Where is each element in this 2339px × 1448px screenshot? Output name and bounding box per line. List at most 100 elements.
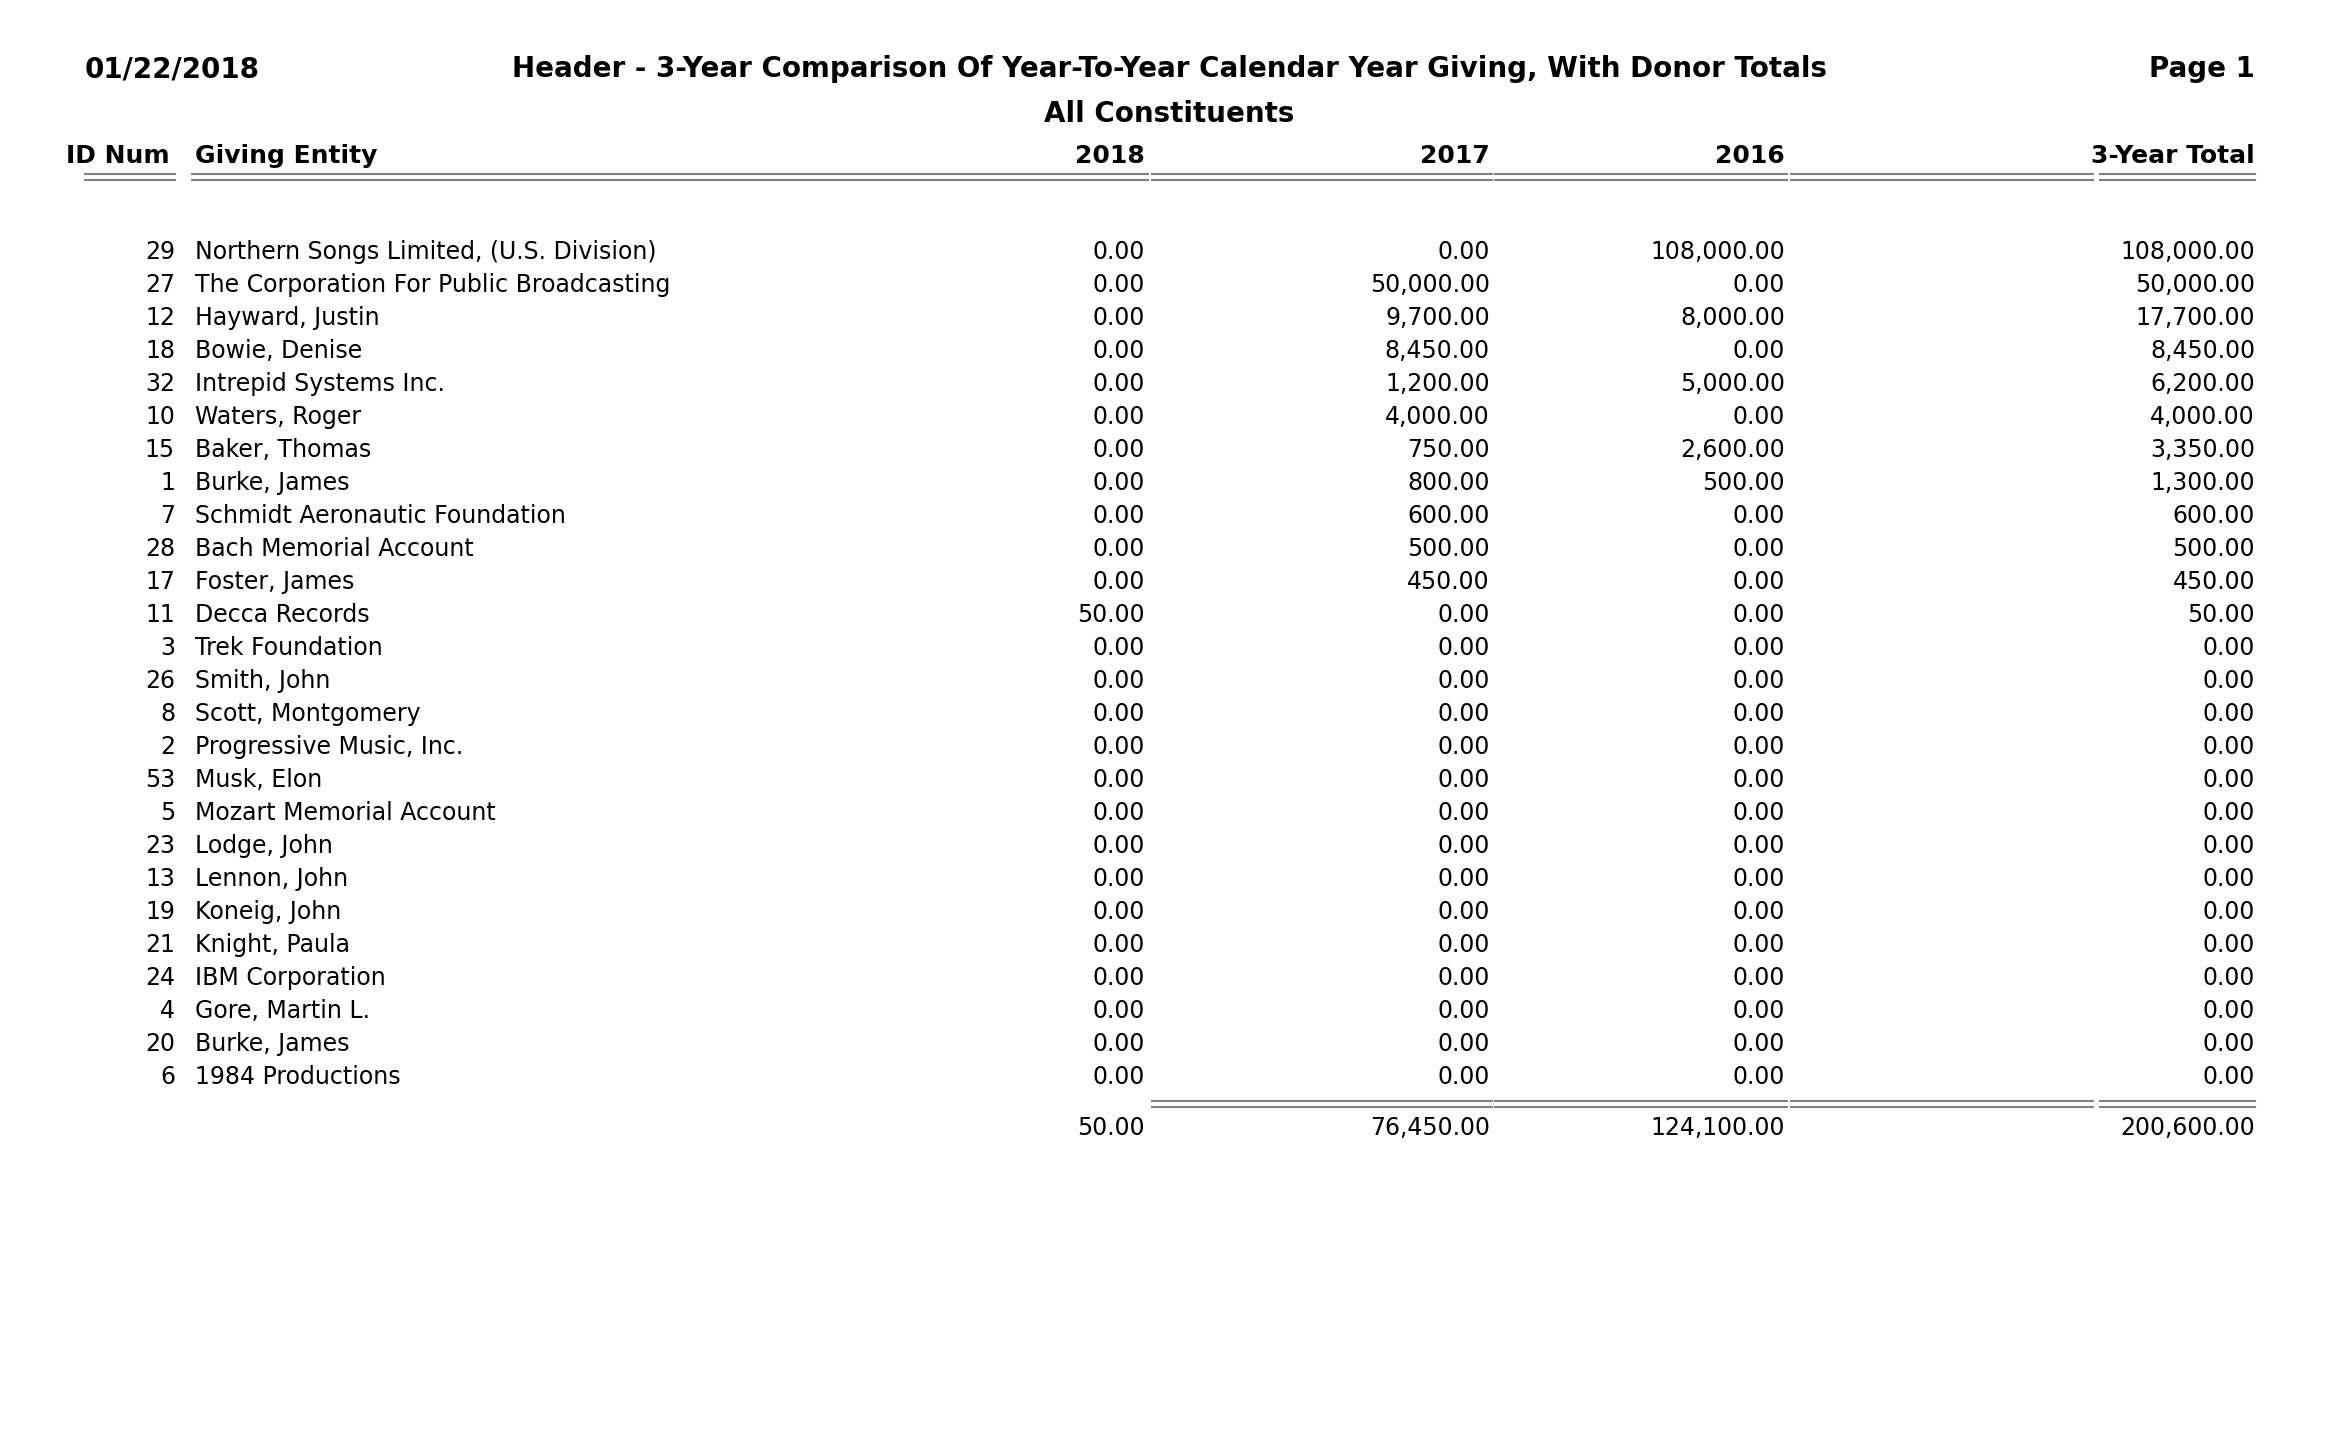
Text: 0.00: 0.00 (1092, 306, 1146, 330)
Text: 11: 11 (145, 602, 175, 627)
Text: 0.00: 0.00 (1092, 571, 1146, 594)
Text: 0.00: 0.00 (1092, 901, 1146, 924)
Text: 0.00: 0.00 (1733, 736, 1785, 759)
Text: Decca Records: Decca Records (194, 602, 370, 627)
Text: 0.00: 0.00 (1733, 636, 1785, 660)
Text: Bowie, Denise: Bowie, Denise (194, 339, 363, 363)
Text: 0.00: 0.00 (1733, 767, 1785, 792)
Text: 0.00: 0.00 (1092, 999, 1146, 1022)
Text: 0.00: 0.00 (2203, 1064, 2255, 1089)
Text: 0.00: 0.00 (2203, 669, 2255, 694)
Text: 0.00: 0.00 (2203, 999, 2255, 1022)
Text: 0.00: 0.00 (1733, 966, 1785, 990)
Text: 8,000.00: 8,000.00 (1679, 306, 1785, 330)
Text: 0.00: 0.00 (1438, 736, 1490, 759)
Text: Giving Entity: Giving Entity (194, 143, 377, 168)
Text: Knight, Paula: Knight, Paula (194, 933, 351, 957)
Text: 28: 28 (145, 537, 175, 560)
Text: 0.00: 0.00 (1438, 999, 1490, 1022)
Text: 0.00: 0.00 (2203, 867, 2255, 891)
Text: 5: 5 (159, 801, 175, 825)
Text: 15: 15 (145, 437, 175, 462)
Text: 5,000.00: 5,000.00 (1679, 372, 1785, 395)
Text: 01/22/2018: 01/22/2018 (84, 55, 260, 83)
Text: 8: 8 (159, 702, 175, 725)
Text: The Corporation For Public Broadcasting: The Corporation For Public Broadcasting (194, 274, 671, 297)
Text: 108,000.00: 108,000.00 (1651, 240, 1785, 264)
Text: 450.00: 450.00 (1408, 571, 1490, 594)
Text: 12: 12 (145, 306, 175, 330)
Text: 0.00: 0.00 (1092, 801, 1146, 825)
Text: Waters, Roger: Waters, Roger (194, 405, 360, 429)
Text: 1: 1 (159, 471, 175, 495)
Text: 0.00: 0.00 (1438, 702, 1490, 725)
Text: 29: 29 (145, 240, 175, 264)
Text: 500.00: 500.00 (1408, 537, 1490, 560)
Text: 0.00: 0.00 (2203, 702, 2255, 725)
Text: 0.00: 0.00 (2203, 1032, 2255, 1056)
Text: Scott, Montgomery: Scott, Montgomery (194, 702, 421, 725)
Text: 0.00: 0.00 (1733, 834, 1785, 859)
Text: 4,000.00: 4,000.00 (1385, 405, 1490, 429)
Text: 50.00: 50.00 (2187, 602, 2255, 627)
Text: 0.00: 0.00 (1092, 471, 1146, 495)
Text: Progressive Music, Inc.: Progressive Music, Inc. (194, 736, 463, 759)
Text: 53: 53 (145, 767, 175, 792)
Text: Koneig, John: Koneig, John (194, 901, 341, 924)
Text: 3: 3 (159, 636, 175, 660)
Text: Northern Songs Limited, (U.S. Division): Northern Songs Limited, (U.S. Division) (194, 240, 657, 264)
Text: 0.00: 0.00 (1092, 372, 1146, 395)
Text: 0.00: 0.00 (1438, 867, 1490, 891)
Text: All Constituents: All Constituents (1043, 100, 1293, 127)
Text: 0.00: 0.00 (1438, 636, 1490, 660)
Text: 0.00: 0.00 (1733, 867, 1785, 891)
Text: 17,700.00: 17,700.00 (2136, 306, 2255, 330)
Text: 23: 23 (145, 834, 175, 859)
Text: 20: 20 (145, 1032, 175, 1056)
Text: 0.00: 0.00 (2203, 636, 2255, 660)
Text: 0.00: 0.00 (1733, 602, 1785, 627)
Text: 24: 24 (145, 966, 175, 990)
Text: 0.00: 0.00 (1733, 933, 1785, 957)
Text: Intrepid Systems Inc.: Intrepid Systems Inc. (194, 372, 444, 395)
Text: 13: 13 (145, 867, 175, 891)
Text: ID Num: ID Num (65, 143, 171, 168)
Text: 1,200.00: 1,200.00 (1385, 372, 1490, 395)
Text: 27: 27 (145, 274, 175, 297)
Text: 0.00: 0.00 (1733, 999, 1785, 1022)
Text: 0.00: 0.00 (1092, 1064, 1146, 1089)
Text: 0.00: 0.00 (2203, 966, 2255, 990)
Text: 0.00: 0.00 (1733, 405, 1785, 429)
Text: 0.00: 0.00 (1733, 1032, 1785, 1056)
Text: 750.00: 750.00 (1408, 437, 1490, 462)
Text: 1,300.00: 1,300.00 (2150, 471, 2255, 495)
Text: 0.00: 0.00 (1733, 1064, 1785, 1089)
Text: 0.00: 0.00 (1092, 274, 1146, 297)
Text: Page 1: Page 1 (2150, 55, 2255, 83)
Text: 2: 2 (159, 736, 175, 759)
Text: 0.00: 0.00 (1733, 901, 1785, 924)
Text: IBM Corporation: IBM Corporation (194, 966, 386, 990)
Text: 0.00: 0.00 (2203, 736, 2255, 759)
Text: 0.00: 0.00 (1733, 801, 1785, 825)
Text: 0.00: 0.00 (1092, 933, 1146, 957)
Text: 0.00: 0.00 (1092, 669, 1146, 694)
Text: 0.00: 0.00 (1092, 736, 1146, 759)
Text: 600.00: 600.00 (2173, 504, 2255, 529)
Text: Musk, Elon: Musk, Elon (194, 767, 323, 792)
Text: 0.00: 0.00 (1733, 702, 1785, 725)
Text: 0.00: 0.00 (1092, 966, 1146, 990)
Text: 2016: 2016 (1714, 143, 1785, 168)
Text: 600.00: 600.00 (1408, 504, 1490, 529)
Text: 6: 6 (159, 1064, 175, 1089)
Text: Burke, James: Burke, James (194, 471, 349, 495)
Text: 200,600.00: 200,600.00 (2119, 1116, 2255, 1140)
Text: 0.00: 0.00 (1092, 537, 1146, 560)
Text: 50.00: 50.00 (1078, 1116, 1146, 1140)
Text: 0.00: 0.00 (1438, 602, 1490, 627)
Text: Burke, James: Burke, James (194, 1032, 349, 1056)
Text: 19: 19 (145, 901, 175, 924)
Text: 17: 17 (145, 571, 175, 594)
Text: 0.00: 0.00 (1733, 339, 1785, 363)
Text: 108,000.00: 108,000.00 (2119, 240, 2255, 264)
